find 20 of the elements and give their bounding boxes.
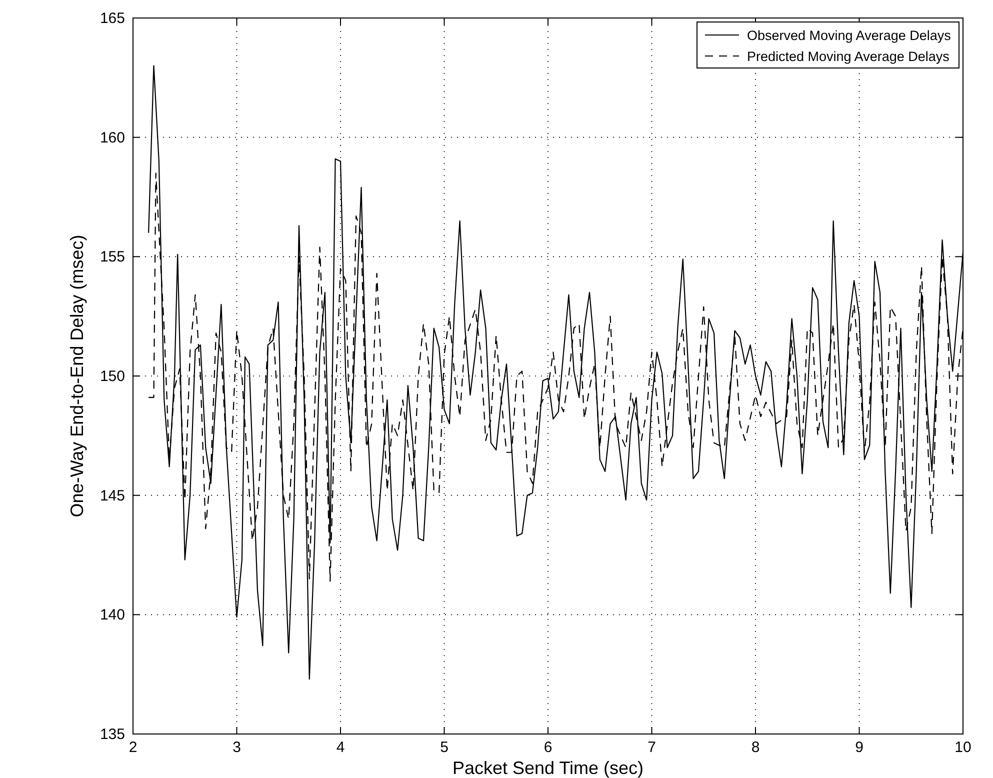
x-tick-label: 3: [232, 739, 241, 756]
x-tick-label: 7: [648, 739, 656, 756]
legend-label: Observed Moving Average Delays: [747, 28, 952, 43]
x-tick-label: 10: [954, 739, 972, 756]
x-tick-label: 2: [128, 739, 138, 756]
y-tick-label: 165: [100, 10, 125, 27]
y-tick-label: 155: [100, 248, 125, 266]
x-tick-label: 8: [751, 739, 760, 756]
y-tick-label: 145: [100, 487, 125, 504]
x-axis-title: Packet Send Time (sec): [452, 758, 644, 778]
x-tick-label: 9: [855, 739, 864, 756]
x-tick-label: 4: [336, 739, 345, 756]
x-tick-label: 6: [544, 739, 552, 756]
y-tick-label: 160: [100, 129, 125, 146]
y-tick-label: 150: [100, 368, 125, 385]
y-tick-label: 135: [100, 726, 125, 743]
x-tick-label: 5: [440, 739, 448, 756]
legend-label: Predicted Moving Average Delays: [747, 49, 950, 64]
y-axis-title: One-Way End-to-End Delay (msec): [67, 234, 87, 518]
y-tick-label: 140: [100, 606, 125, 624]
